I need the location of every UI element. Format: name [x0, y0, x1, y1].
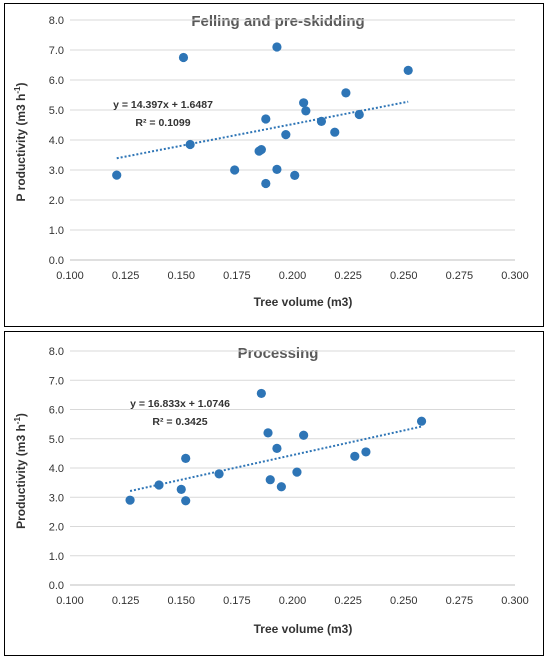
y-tick-label: 7.0	[49, 45, 64, 57]
x-tick-label: 0.100	[56, 270, 84, 282]
data-point	[290, 170, 300, 180]
data-point	[299, 98, 309, 108]
data-point	[301, 106, 311, 116]
data-point	[416, 416, 427, 426]
y-tick-label: 8.0	[49, 346, 64, 358]
y-tick-label: 6.0	[49, 405, 64, 417]
scatter-chart-felling: Felling and pre-skidding 0.0 1.0 2.0 3.0 4.0…	[13, 13, 529, 309]
x-tick-label: 0.275	[446, 270, 474, 282]
data-point	[263, 428, 273, 438]
data-point	[261, 114, 271, 124]
chart-title: Processing	[238, 345, 319, 362]
data-point	[185, 139, 195, 150]
data-point	[230, 165, 240, 175]
trendline-equation: y = 14.397x + 1.6487	[113, 99, 213, 111]
x-tick-label: 0.125	[112, 595, 140, 607]
x-tick-label: 0.225	[334, 595, 362, 607]
data-point	[272, 443, 282, 454]
data-point	[176, 484, 186, 494]
chart-panel-processing: Processing 0.0 1.0 2.0 3.0 4.0 5.0 6.0 7.0 8.0 0.…	[4, 331, 544, 656]
data-point	[330, 127, 340, 137]
scatter-chart-processing: Processing 0.0 1.0 2.0 3.0 4.0 5.0 6.0 7.0 8.0 0.…	[13, 345, 529, 636]
chart-title: Felling and pre-skidding	[191, 13, 364, 30]
y-tick-label: 4.0	[49, 135, 64, 147]
x-tick-label: 0.275	[446, 595, 474, 607]
chart-panel-felling: Felling and pre-skidding 0.0 1.0 2.0 3.0 4.0…	[4, 3, 544, 327]
data-point	[178, 52, 189, 63]
data-point	[299, 430, 309, 440]
x-tick-label: 0.300	[501, 270, 529, 282]
x-tick-label: 0.225	[334, 270, 362, 282]
x-axis-title: Tree volume (m3)	[254, 622, 353, 636]
x-axis-title: Tree volume (m3)	[254, 295, 353, 309]
data-point	[265, 475, 275, 485]
y-tick-label: 2.0	[49, 522, 64, 534]
x-tick-label: 0.175	[223, 595, 251, 607]
y-axis-title: Productivity (m3 h-1)	[13, 413, 28, 529]
x-tick-label: 0.150	[167, 270, 195, 282]
data-point	[276, 482, 286, 492]
y-tick-label: 6.0	[49, 75, 64, 87]
x-tick-label: 0.300	[501, 595, 529, 607]
x-tick-label: 0.125	[112, 270, 140, 282]
data-point	[181, 453, 191, 463]
data-point	[125, 495, 135, 505]
data-point	[272, 164, 282, 174]
y-tick-label: 5.0	[49, 105, 64, 117]
data-point	[256, 145, 266, 155]
y-tick-label: 8.0	[49, 15, 64, 27]
data-point	[272, 42, 282, 52]
data-point	[281, 130, 291, 140]
linear-trendline	[129, 425, 422, 493]
data-point	[256, 388, 266, 399]
trendline-equation: y = 16.833x + 1.0746	[130, 398, 230, 410]
y-tick-label: 3.0	[49, 492, 64, 504]
data-point	[261, 178, 271, 189]
x-tick-label: 0.150	[167, 595, 195, 607]
data-point	[154, 480, 164, 490]
data-point	[354, 109, 364, 120]
y-tick-label: 0.0	[49, 255, 64, 267]
data-point	[350, 451, 360, 461]
x-tick-label: 0.175	[223, 270, 251, 282]
y-axis-title: P roductivity (m3 h-1)	[13, 83, 28, 202]
data-point	[316, 116, 327, 126]
x-tick-label: 0.250	[390, 270, 418, 282]
data-point	[214, 469, 224, 479]
data-point	[112, 170, 122, 180]
y-tick-label: 0.0	[49, 580, 64, 592]
data-point	[361, 447, 371, 457]
y-tick-label: 7.0	[49, 375, 64, 387]
data-point	[403, 65, 413, 75]
y-tick-label: 5.0	[49, 434, 64, 446]
x-tick-label: 0.200	[279, 595, 307, 607]
trendline-r-squared: R² = 0.1099	[135, 117, 190, 129]
y-tick-label: 1.0	[49, 551, 64, 563]
linear-trendline	[116, 100, 409, 160]
y-tick-label: 4.0	[49, 463, 64, 475]
data-point	[181, 496, 191, 506]
trendline-r-squared: R² = 0.3425	[152, 416, 207, 428]
data-point	[341, 88, 351, 98]
x-tick-label: 0.200	[279, 270, 307, 282]
x-tick-label: 0.250	[390, 595, 418, 607]
y-tick-label: 2.0	[49, 195, 64, 207]
y-tick-label: 3.0	[49, 165, 64, 177]
data-point	[292, 467, 302, 477]
y-tick-label: 1.0	[49, 225, 64, 237]
x-tick-label: 0.100	[56, 595, 84, 607]
